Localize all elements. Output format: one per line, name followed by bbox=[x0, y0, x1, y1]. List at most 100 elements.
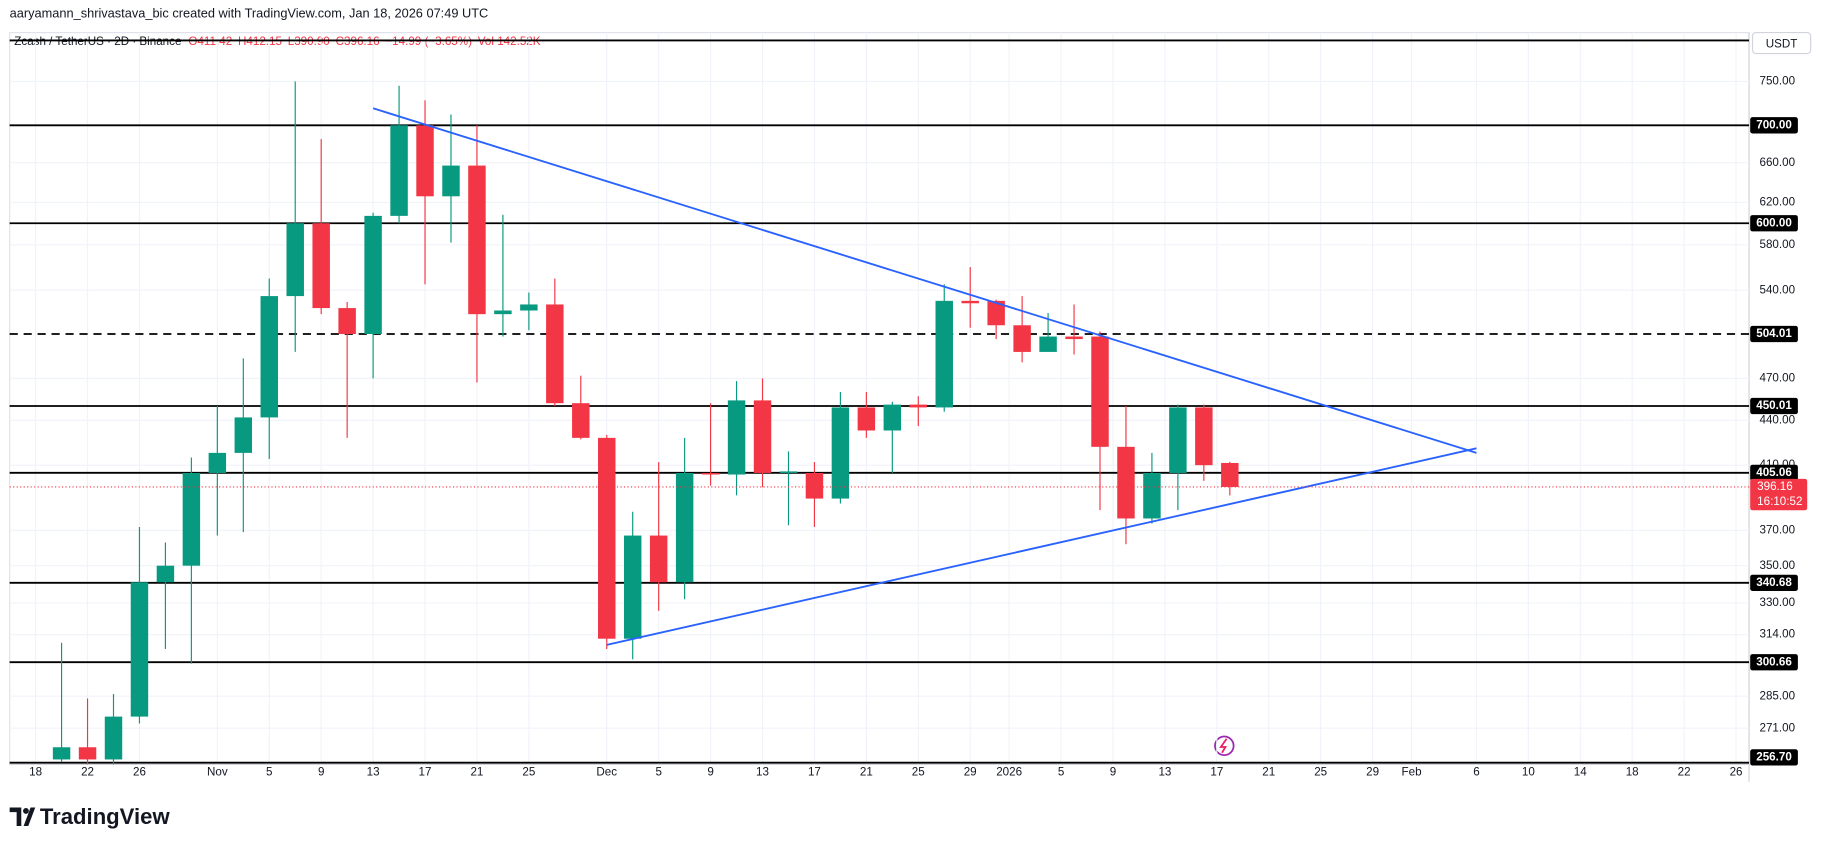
x-tick-label: 5 bbox=[655, 766, 661, 779]
y-tick-label: 440.00 bbox=[1760, 413, 1796, 426]
level-label: 300.66 bbox=[1756, 655, 1792, 668]
x-tick-label: 13 bbox=[1158, 766, 1171, 779]
x-tick-label: 9 bbox=[707, 766, 713, 779]
logo-dot bbox=[23, 808, 29, 814]
y-tick-label: 470.00 bbox=[1760, 371, 1796, 384]
level-label: 340.68 bbox=[1756, 576, 1792, 589]
x-tick-label: 21 bbox=[860, 766, 873, 779]
y-tick-label: 620.00 bbox=[1760, 195, 1796, 208]
level-label-box bbox=[1750, 397, 1798, 415]
candle-body bbox=[260, 296, 278, 418]
x-tick-label: 14 bbox=[1574, 766, 1587, 779]
ohlc-value: C396.16 bbox=[336, 35, 380, 48]
ohlc-value: L390.90 bbox=[288, 35, 331, 48]
countdown-label: 16:10:52 bbox=[1757, 495, 1802, 508]
candle-body bbox=[78, 747, 97, 760]
candle-body bbox=[364, 215, 382, 335]
candle-body bbox=[1091, 336, 1109, 447]
x-tick-label: 22 bbox=[81, 766, 94, 779]
currency-label: USDT bbox=[1766, 37, 1798, 50]
level-label: 600.00 bbox=[1756, 216, 1792, 229]
candle-body bbox=[1195, 407, 1213, 466]
candle-body bbox=[390, 125, 408, 216]
candle-body bbox=[857, 407, 876, 431]
x-tick-label: 29 bbox=[1366, 766, 1379, 779]
ohlc-value: O411.42 bbox=[188, 35, 232, 48]
level-label: 700.00 bbox=[1756, 118, 1792, 131]
symbol-title: Zcash / TetherUS · 2D · Binance bbox=[14, 35, 181, 48]
x-tick-label: 21 bbox=[1262, 766, 1275, 779]
candle-body bbox=[468, 165, 486, 315]
x-tick-label: 25 bbox=[1314, 766, 1327, 779]
event-icon-bolt bbox=[1219, 738, 1228, 754]
candle-body bbox=[1143, 472, 1161, 519]
ohlc-value: −14.99 (−3.65%) bbox=[385, 35, 472, 48]
x-tick-label: 21 bbox=[470, 766, 483, 779]
candle-body bbox=[909, 404, 928, 408]
level-label: 504.01 bbox=[1756, 327, 1792, 340]
x-tick-label: 5 bbox=[1058, 766, 1064, 779]
ohlc-value: Vol 142.52K bbox=[478, 35, 541, 48]
candle-body bbox=[520, 304, 538, 311]
x-tick-label: 18 bbox=[29, 766, 42, 779]
level-label-box bbox=[1750, 464, 1798, 482]
level-label: 405.06 bbox=[1756, 466, 1792, 479]
trendline bbox=[606, 447, 1477, 646]
trendline bbox=[372, 107, 1477, 454]
candle-body bbox=[701, 472, 720, 475]
candle-body bbox=[935, 300, 953, 408]
level-label-box bbox=[1750, 749, 1798, 766]
event-icon bbox=[1214, 735, 1235, 756]
level-label-box bbox=[1750, 574, 1798, 591]
candle-body bbox=[753, 400, 772, 473]
y-tick-label: 660.00 bbox=[1760, 156, 1796, 169]
candle-body bbox=[675, 472, 694, 583]
x-tick-label: Dec bbox=[596, 766, 617, 779]
x-tick-label: 26 bbox=[133, 766, 146, 779]
candle-body bbox=[1039, 336, 1057, 352]
level-label: 256.70 bbox=[1756, 750, 1792, 763]
candle-body bbox=[494, 310, 512, 315]
level-label-box bbox=[1750, 215, 1798, 232]
level-label-box bbox=[1750, 654, 1798, 671]
candle-body bbox=[987, 300, 1005, 326]
x-tick-label: 17 bbox=[419, 766, 432, 779]
level-label: 450.01 bbox=[1756, 399, 1792, 412]
candle-body bbox=[1013, 325, 1031, 352]
candles bbox=[52, 81, 1239, 765]
candle-body bbox=[805, 472, 824, 499]
currency-box bbox=[1751, 31, 1812, 55]
y-tick-label: 285.00 bbox=[1760, 689, 1796, 702]
y-tick-label: 370.00 bbox=[1760, 523, 1796, 536]
last-price-label: 396.16 bbox=[1757, 480, 1793, 493]
y-tick-label: 330.00 bbox=[1760, 596, 1796, 609]
candle-body bbox=[286, 223, 304, 297]
candle-body bbox=[1065, 336, 1083, 340]
candle-body bbox=[649, 535, 668, 583]
x-tick-label: Nov bbox=[207, 766, 228, 779]
y-tick-label: 540.00 bbox=[1760, 283, 1796, 296]
ohlc-value: H412.15 bbox=[238, 35, 282, 48]
x-tick-label: 26 bbox=[1730, 766, 1743, 779]
candle-body bbox=[1169, 407, 1187, 473]
watermark: TradingView bbox=[40, 804, 171, 829]
x-tick-label: 6 bbox=[1473, 766, 1479, 779]
x-tick-label: 29 bbox=[964, 766, 977, 779]
x-tick-label: 5 bbox=[266, 766, 272, 779]
candle-body bbox=[208, 452, 227, 473]
candle-body bbox=[130, 582, 149, 717]
x-tick-label: 13 bbox=[367, 766, 380, 779]
level-label-box bbox=[1750, 117, 1798, 134]
candle-body bbox=[442, 165, 460, 197]
y-tick-label: 750.00 bbox=[1760, 75, 1796, 88]
last-price-box bbox=[1750, 478, 1808, 511]
y-tick-label: 271.00 bbox=[1760, 721, 1796, 734]
candle-body bbox=[779, 471, 798, 473]
y-tick-label: 580.00 bbox=[1760, 238, 1796, 251]
x-tick-label: 2026 bbox=[996, 766, 1022, 779]
candle-body bbox=[182, 472, 201, 566]
x-tick-label: 25 bbox=[912, 766, 925, 779]
